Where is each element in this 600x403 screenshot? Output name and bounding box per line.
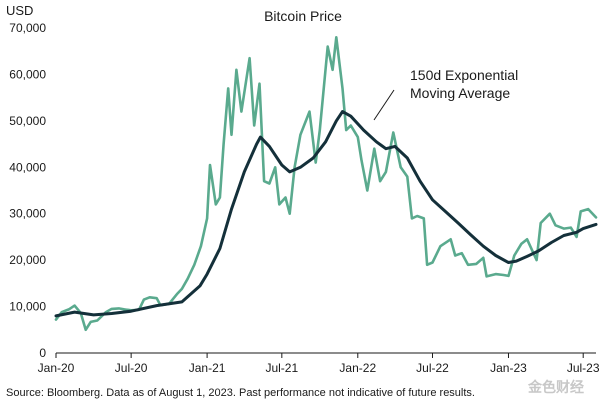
series-layer xyxy=(54,36,598,332)
annotation-line-2: Moving Average xyxy=(410,85,510,101)
x-tick-label: Jan-22 xyxy=(339,361,376,375)
annotation-line-1: 150d Exponential xyxy=(410,67,518,83)
series-line-bitcoin-price xyxy=(54,36,598,332)
y-axis-unit-label: USD xyxy=(6,3,33,18)
y-tick-label: 20,000 xyxy=(9,253,46,267)
y-tick-label: 50,000 xyxy=(9,114,46,128)
annotation-leader-line xyxy=(373,89,395,121)
x-tick-label: Jul-22 xyxy=(416,361,449,375)
y-tick-label: 60,000 xyxy=(9,67,46,81)
chart-title: Bitcoin Price xyxy=(264,8,342,24)
x-tick-label: Jan-23 xyxy=(490,361,527,375)
y-tick-label: 10,000 xyxy=(9,300,46,314)
y-tick-label: 70,000 xyxy=(9,21,46,35)
y-tick-label: 40,000 xyxy=(9,160,46,174)
x-tick-label: Jan-21 xyxy=(189,361,226,375)
x-axis: Jan-20 Jul-20 Jan-21 Jul-21 Jan-22 Jul-22 Jan-… xyxy=(38,353,600,375)
x-tick-label: Jul-23 xyxy=(567,361,600,375)
y-axis: 0 10,000 20,000 30,000 40,000 50,000 60,000 70,… xyxy=(9,21,46,360)
source-note: Source: Bloomberg. Data as of August 1, … xyxy=(6,387,475,399)
series-line-ema-150d xyxy=(54,110,598,318)
x-tick-label: Jul-21 xyxy=(265,361,298,375)
ema-annotation: 150d Exponential Moving Average xyxy=(373,67,518,121)
x-tick-label: Jan-20 xyxy=(38,361,75,375)
watermark: 金色财经 xyxy=(527,379,584,396)
x-tick-label: Jul-20 xyxy=(115,361,148,375)
y-tick-label: 30,000 xyxy=(9,207,46,221)
y-tick-label: 0 xyxy=(39,346,46,360)
